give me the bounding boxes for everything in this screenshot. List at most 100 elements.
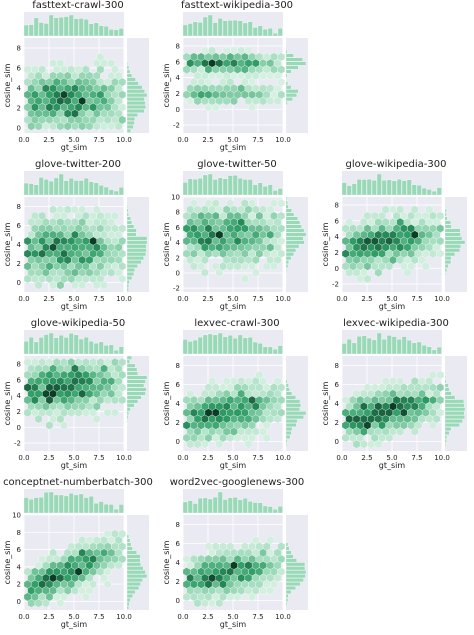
x-tick-label: 10.0 <box>434 454 450 462</box>
right-histogram-bar <box>444 220 451 225</box>
x-axis-label: gt_sim <box>220 302 247 311</box>
right-histogram-bar <box>126 574 148 579</box>
hexbin-cell <box>215 268 224 277</box>
right-histogram-bar <box>126 101 146 106</box>
hexbin-cell <box>341 395 350 405</box>
right-histogram-bar <box>285 204 289 209</box>
hexbin-cell <box>186 389 195 399</box>
top-histogram-bar <box>103 186 109 196</box>
right-histogram-bar <box>285 93 297 98</box>
hexbin-cell <box>248 198 256 208</box>
y-tick-label: 6 <box>17 546 22 554</box>
right-histogram-bar <box>285 419 298 424</box>
top-histogram-bar <box>23 182 29 196</box>
top-histogram-bar <box>426 346 432 355</box>
hexbin-cell <box>38 261 46 271</box>
right-histogram-bar <box>285 196 288 201</box>
hexbin-cell <box>23 274 32 284</box>
hexbin-cell <box>345 217 354 227</box>
x-tick-label: 2.5 <box>202 295 213 303</box>
right-histogram-bar <box>285 601 288 606</box>
top-histogram-bar <box>217 332 223 355</box>
top-histogram-bar <box>227 497 233 514</box>
hexbin-cell <box>233 433 242 443</box>
right-histogram-bar <box>285 89 299 94</box>
hexbin-cell <box>63 243 72 252</box>
hexbin-cell <box>85 109 94 118</box>
hexbin-cell <box>71 364 79 373</box>
top-histogram-bar <box>187 341 193 355</box>
y-axis-label: cosine_sim <box>3 63 12 107</box>
panel-conceptnet-numberbatch-300: conceptnet-numberbatch-300 0.0 2.5 5.0 7.5 10… <box>3 477 153 629</box>
top-histogram-bar <box>88 496 94 514</box>
hexbin-cell <box>201 243 209 252</box>
right-histogram-bar <box>285 85 292 90</box>
top-histogram-bar <box>207 498 213 514</box>
top-histogram-bar <box>212 496 218 514</box>
top-histogram-bar <box>277 345 283 355</box>
x-tick-label: 5.0 <box>386 454 397 462</box>
right-histogram-bar <box>285 570 307 575</box>
top-histogram-bar <box>371 180 377 196</box>
hexbin-cell <box>60 211 68 221</box>
top-histogram-bar <box>48 14 54 37</box>
top-histogram-bar <box>68 333 74 355</box>
hexbin-cell <box>392 383 401 392</box>
y-tick-label: 2 <box>17 581 21 589</box>
x-tick-label: 7.5 <box>411 454 422 462</box>
right-histogram-bar <box>126 244 147 249</box>
right-histogram-bar <box>285 81 288 86</box>
hexbin-cell <box>45 554 54 564</box>
hexbin-cell <box>182 554 191 564</box>
hexbin-cell <box>103 567 112 577</box>
top-histogram-bar <box>401 180 407 196</box>
top-histogram-bar <box>406 340 412 355</box>
x-tick-label: 2.5 <box>43 136 54 144</box>
x-tick-label: 0.0 <box>336 454 347 462</box>
top-histogram-bar <box>411 342 417 355</box>
top-histogram-bar <box>366 337 372 355</box>
right-histogram-bar <box>126 81 139 86</box>
hexbin-cell <box>436 408 444 418</box>
top-histogram-bar <box>73 334 79 355</box>
right-histogram-bar <box>126 586 140 590</box>
right-histogram-bar <box>444 216 448 221</box>
hexbin-cell <box>389 205 397 214</box>
right-histogram-bar <box>444 435 448 439</box>
y-tick-label: 10 <box>171 194 180 202</box>
top-histogram-bar <box>252 341 258 355</box>
top-histogram-bar <box>227 335 233 355</box>
hexbin-cell <box>85 230 94 240</box>
top-histogram-bar <box>63 16 69 37</box>
top-histogram-bar <box>252 502 258 514</box>
right-histogram-bar <box>126 578 143 583</box>
x-tick-label: 2.5 <box>361 295 372 303</box>
x-tick-label: 0.0 <box>177 136 188 144</box>
right-histogram-bar <box>126 601 130 606</box>
right-histogram-bar <box>126 534 129 539</box>
hexbin-cell <box>182 52 191 62</box>
right-histogram-bar <box>285 379 288 384</box>
top-histogram-bar <box>351 342 357 355</box>
x-tick-label: 10.0 <box>116 613 132 621</box>
y-tick-label: 2 <box>335 419 339 427</box>
right-histogram-bar <box>126 355 132 360</box>
hexbin-cell <box>237 230 245 240</box>
hexbin-cell <box>349 433 357 443</box>
right-histogram-bar <box>444 244 461 249</box>
hexbin-cell <box>49 121 57 131</box>
top-histogram-bar <box>222 499 228 514</box>
top-histogram-bar <box>416 341 422 355</box>
hexbin-cell <box>103 579 112 589</box>
hexbin-cell <box>230 71 238 81</box>
hexbin-cell <box>255 554 264 564</box>
hexbin-cell <box>182 592 191 602</box>
right-histogram-bar <box>126 419 128 424</box>
top-histogram-bar <box>267 346 273 355</box>
hexbin-cell <box>410 376 419 386</box>
right-histogram-bar <box>285 399 301 404</box>
hexbin-cell <box>27 230 36 240</box>
right-histogram-bar <box>126 97 145 102</box>
right-histogram-bar <box>285 558 297 563</box>
top-histogram-bar <box>252 184 258 196</box>
